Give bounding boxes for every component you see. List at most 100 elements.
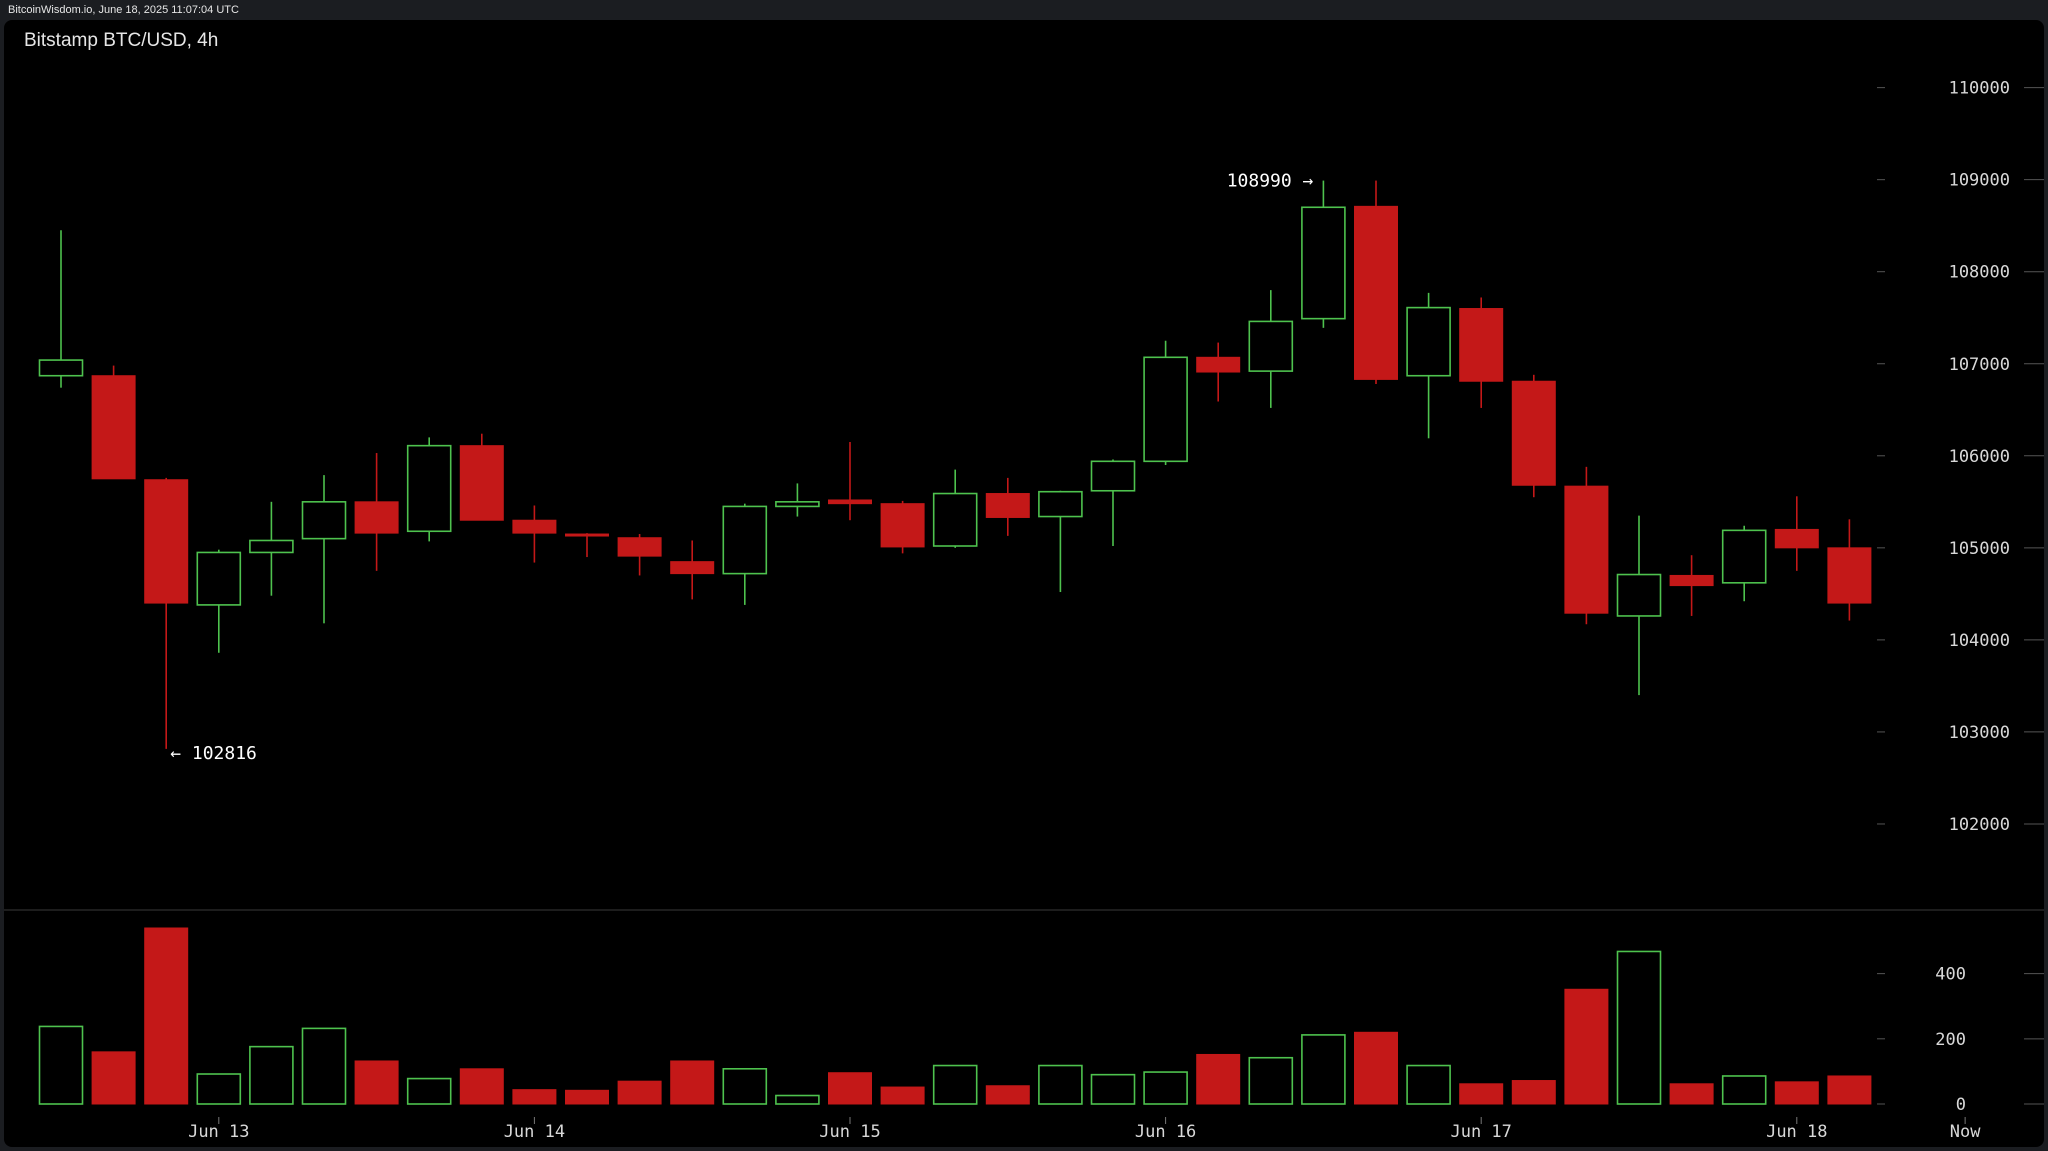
candle-down <box>1564 466 1609 625</box>
time-tick-label: Jun 17 <box>1450 1122 1511 1142</box>
candle-body <box>670 561 715 575</box>
time-axis-labels: Jun 13 Jun 14 Jun 15 Jun 16 Jun 17 Jun 18 Now <box>188 1117 1981 1142</box>
candle-up <box>196 549 242 653</box>
volume-bar <box>406 1077 452 1105</box>
volume-tick-label: 400 <box>1935 965 1966 985</box>
volume-bar <box>1774 1081 1819 1105</box>
volume-bar <box>459 1068 504 1105</box>
candle-down <box>1827 519 1872 621</box>
candle-body <box>1196 356 1241 373</box>
volume-bar <box>880 1086 925 1105</box>
candle-body <box>406 444 452 533</box>
price-tick-label: 105000 <box>1949 539 2010 559</box>
candle-up <box>932 469 978 548</box>
candle-body <box>617 537 662 557</box>
candle-body <box>91 375 136 480</box>
time-tick-label: Jun 14 <box>504 1122 565 1142</box>
volume-bar <box>512 1089 557 1105</box>
candle-down <box>1354 180 1398 384</box>
volume-bar <box>354 1060 399 1105</box>
volume-bar <box>301 1027 347 1105</box>
time-tick-label: Jun 18 <box>1766 1122 1827 1142</box>
candle-body <box>1090 460 1136 492</box>
volume-bar <box>1511 1080 1556 1105</box>
price-tick-label: 106000 <box>1949 447 2010 467</box>
candle-up <box>1090 459 1136 546</box>
candle-body <box>459 445 504 521</box>
volume-bar <box>1406 1064 1451 1105</box>
volume-bar <box>1038 1064 1083 1105</box>
time-tick-label: Jun 16 <box>1135 1122 1196 1142</box>
candle-up <box>1248 290 1294 408</box>
candle-down <box>512 505 557 563</box>
volume-tick-label: 200 <box>1935 1030 1966 1050</box>
candle-down <box>459 433 504 521</box>
time-tick-label: Jun 15 <box>819 1122 880 1142</box>
candle-down <box>1459 297 1504 408</box>
candle-body <box>1301 206 1346 320</box>
volume-bars <box>38 927 1872 1105</box>
candle-body <box>1354 205 1398 380</box>
candle-body <box>1459 308 1504 382</box>
time-tick-label: Jun 13 <box>188 1122 249 1142</box>
volume-bar <box>91 1051 136 1105</box>
candle-up <box>1038 490 1083 593</box>
volume-bar <box>196 1073 242 1105</box>
candle-body <box>1721 529 1767 584</box>
candle-down <box>617 534 662 576</box>
candles <box>38 180 1872 749</box>
candle-up <box>1406 292 1451 439</box>
candle-down <box>670 540 715 600</box>
price-tick-label: 103000 <box>1949 723 2010 743</box>
candle-up <box>1721 525 1767 602</box>
candle-down <box>1511 374 1556 498</box>
volume-tick-label: 0 <box>1956 1095 1966 1115</box>
price-axis-labels: 110000 109000 108000 107000 106000 105000 1040… <box>1877 79 2044 835</box>
candle-body <box>880 503 925 548</box>
candle-body <box>1669 574 1714 587</box>
volume-bar <box>1827 1075 1872 1105</box>
low-price-annotation: ← 102816 <box>170 743 257 764</box>
candle-down <box>1196 342 1241 402</box>
candle-body <box>144 479 189 604</box>
time-tick-label: Now <box>1950 1122 1981 1142</box>
chart-panel: 110000 109000 108000 107000 106000 105000 1040… <box>4 20 2044 1147</box>
candle-up <box>406 437 452 542</box>
volume-bar <box>722 1068 768 1105</box>
volume-bar <box>775 1094 820 1105</box>
top-bar: BitcoinWisdom.io, June 18, 2025 11:07:04… <box>0 0 2048 20</box>
volume-bar <box>1248 1056 1294 1105</box>
high-price-annotation: 108990 → <box>1227 171 1314 192</box>
candle-body <box>1774 528 1819 549</box>
candle-body <box>722 505 768 575</box>
candle-down <box>91 365 136 480</box>
candle-up <box>1616 515 1662 696</box>
volume-bar <box>38 1025 84 1105</box>
volume-bar <box>1669 1083 1714 1105</box>
candle-down <box>880 500 925 554</box>
candle-body <box>1564 485 1609 614</box>
candle-body <box>196 551 242 606</box>
candle-body <box>828 499 872 505</box>
candle-body <box>1827 547 1872 604</box>
source-timestamp: BitcoinWisdom.io, June 18, 2025 11:07:04… <box>8 4 239 16</box>
volume-bar <box>1090 1073 1136 1105</box>
chart-title: Bitstamp BTC/USD, 4h <box>24 30 219 51</box>
candle-body <box>985 493 1030 518</box>
volume-bar <box>1616 950 1662 1105</box>
volume-bar <box>1301 1034 1346 1105</box>
candle-body <box>565 533 609 537</box>
candle-body <box>249 539 294 554</box>
candle-up <box>1143 340 1188 465</box>
candle-up <box>722 503 768 605</box>
candle-body <box>1406 306 1451 377</box>
candle-body <box>1038 490 1083 518</box>
volume-bar <box>932 1064 978 1105</box>
candlestick-chart: 110000 109000 108000 107000 106000 105000 1040… <box>4 79 2044 1142</box>
price-tick-label: 102000 <box>1949 815 2010 835</box>
candle-up <box>301 475 347 624</box>
volume-bar <box>617 1080 662 1105</box>
volume-bar <box>249 1045 294 1105</box>
candle-body <box>932 492 978 547</box>
candle-down <box>565 533 609 558</box>
